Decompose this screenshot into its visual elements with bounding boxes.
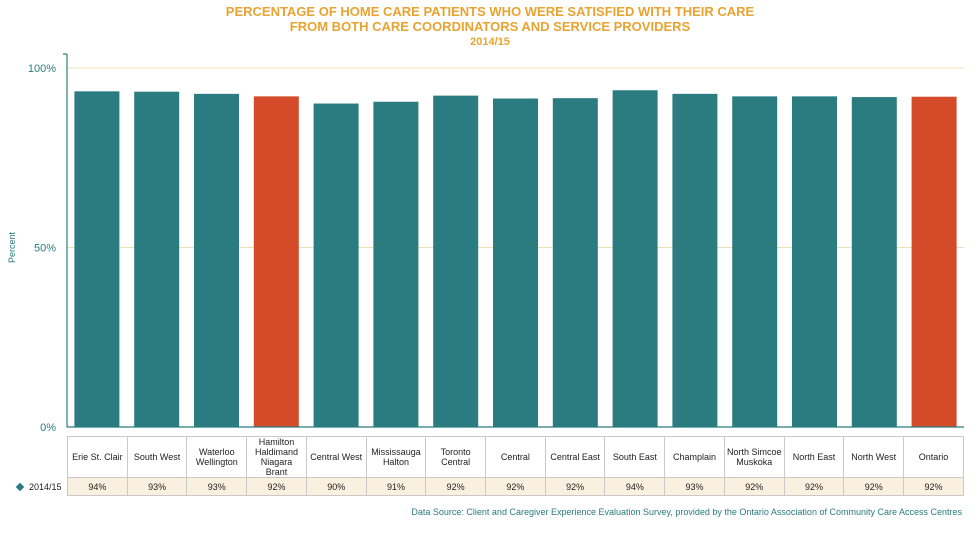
bar [253,96,299,428]
series-diamond-icon [15,482,25,492]
category-label: Champlain [664,436,725,478]
bar [194,93,239,428]
data-label: 90% [305,477,367,496]
bar [911,96,957,427]
category-label: Central East [544,436,606,478]
data-label: 92% [246,477,307,496]
data-source: Data Source: Client and Caregiver Experi… [411,507,962,517]
category-label-line: Erie St. Clair [72,452,123,462]
category-label-line: Wellington [195,457,238,467]
category-label-line: North East [792,452,836,462]
category-label: Central West [305,436,367,478]
category-label: North East [783,436,845,478]
category-label-line: Ontario [918,452,949,462]
category-label-line: Halton [382,457,409,467]
category-label: North West [843,436,905,478]
data-label: 92% [843,477,905,496]
category-label-line: Central West [310,452,363,462]
category-label: Central [485,436,546,478]
category-label-line: Waterloo [198,447,235,457]
category-label-line: Brant [265,467,288,477]
data-label: 93% [664,477,725,496]
series-name: 2014/15 [29,482,62,492]
data-table: Erie St. Clair South West Waterloo Wellingt… [67,436,964,496]
chart-title-line-2: FROM BOTH CARE COORDINATORS AND SERVICE … [289,19,691,34]
bar [792,96,837,428]
y-axis-label: Percent [7,231,17,263]
bar [732,96,778,428]
data-label: 92% [485,477,546,496]
value-row: 94% 93% 93% 92% 90% 91% 92% 92% 92% 94% 93% 92% 92% 9… [67,477,964,496]
bar-chart: 0% 50% 100% Percent [7,53,964,434]
y-tick-label: 100% [28,63,56,75]
data-label: 94% [604,477,666,496]
data-label: 92% [723,477,785,496]
category-label-line: Hamilton [258,437,295,447]
bar [851,97,897,427]
category-label: Ontario [903,436,964,478]
category-label-line: Mississauga [371,447,421,457]
category-label: Mississauga Halton [365,436,427,478]
bar [134,91,180,427]
category-label-line: Central [500,452,530,462]
bar [552,98,598,427]
category-label: Hamilton Haldimand Niagara Brant [246,436,307,478]
bar [672,93,718,428]
category-label: Waterloo Wellington [186,436,248,478]
bar [433,95,479,427]
category-label-line: Haldimand [255,447,299,457]
data-label: 92% [783,477,845,496]
bar [373,101,419,427]
data-label: 91% [365,477,427,496]
category-label-line: Central East [550,452,600,462]
category-label: Erie St. Clair [67,436,128,478]
category-label: South East [604,436,666,478]
category-label-line: Niagara [260,457,293,467]
category-header-row: Erie St. Clair South West Waterloo Wellingt… [67,436,964,478]
category-label-line: South West [133,452,181,462]
y-tick-label: 0% [40,422,56,434]
category-label: North Simcoe Muskoka [723,436,785,478]
category-label: Toronto Central [425,436,487,478]
data-label: 94% [67,477,128,496]
bar [493,98,538,427]
category-label-line: Toronto [440,447,471,457]
chart-title-line-1: PERCENTAGE OF HOME CARE PATIENTS WHO WER… [225,4,755,19]
data-label: 92% [425,477,487,496]
data-label: 93% [126,477,188,496]
data-label: 92% [544,477,606,496]
category-label-line: Muskoka [736,457,773,467]
data-label: 93% [186,477,248,496]
category-label-line: Central [441,457,471,467]
category-label-line: Champlain [673,452,717,462]
y-tick-label: 50% [34,243,56,255]
series-key: 2014/15 [15,482,62,492]
data-label: 92% [903,477,964,496]
bar [313,103,359,427]
category-label-line: South East [612,452,657,462]
category-label-line: North West [851,452,897,462]
category-label-line: North Simcoe [727,447,782,457]
category-label: South West [126,436,188,478]
chart-subtitle: 2014/15 [470,36,510,48]
bar [74,91,120,428]
bar [612,90,658,428]
